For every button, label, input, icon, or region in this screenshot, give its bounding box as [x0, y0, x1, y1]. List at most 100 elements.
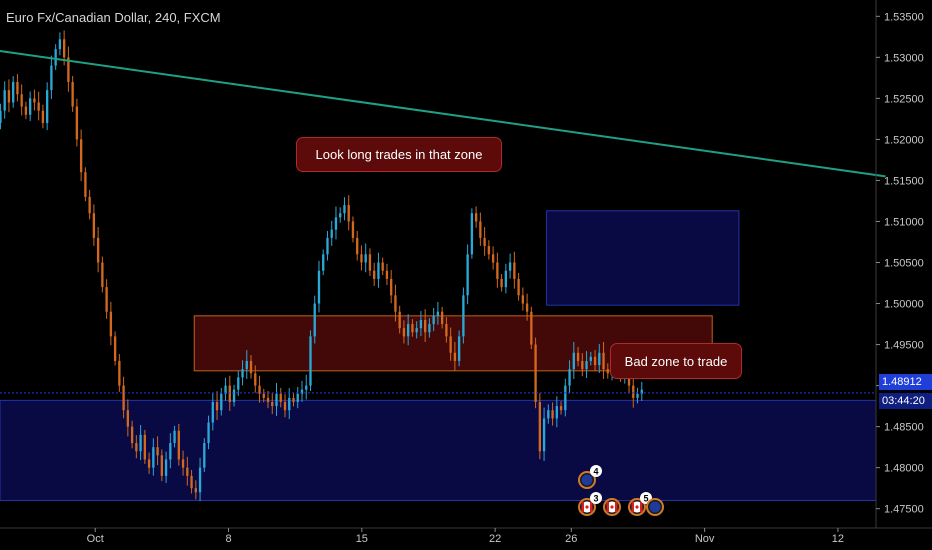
- candle-body: [279, 393, 282, 403]
- lower-zone-rect: [0, 399, 877, 501]
- candle-body: [483, 237, 486, 247]
- candle-body: [58, 39, 62, 50]
- candle-body: [525, 303, 529, 312]
- candle-body: [445, 324, 448, 337]
- candle-body: [71, 81, 74, 107]
- candle-body: [632, 385, 635, 398]
- candle-body: [606, 369, 609, 374]
- candle-body: [41, 110, 45, 123]
- candle-body: [135, 443, 138, 452]
- time-tick-label: 8: [225, 533, 231, 545]
- event-markers: 4 3 5: [578, 465, 664, 516]
- trendline: [0, 49, 886, 178]
- candle-body: [551, 410, 554, 419]
- candle-body: [487, 246, 491, 255]
- candle-body: [245, 360, 248, 370]
- candle-body: [29, 98, 32, 115]
- candle-body: [177, 430, 180, 460]
- time-tick-label: 12: [832, 533, 844, 545]
- candle-body: [585, 360, 588, 370]
- bad-zone-callout-text: Bad zone to trade: [624, 353, 728, 369]
- candle-body: [385, 270, 389, 279]
- candle-body: [470, 213, 474, 255]
- current-price-label: 1.48912: [879, 374, 932, 390]
- ca-flag-leaf: [610, 505, 614, 509]
- candle-body: [296, 393, 299, 403]
- bad-zone-callout[interactable]: Bad zone to trade: [610, 343, 742, 379]
- eu-flag-icon: [646, 498, 664, 516]
- candle-body: [390, 278, 393, 296]
- marker-count-label: 4: [593, 467, 598, 477]
- candle-body: [440, 311, 444, 325]
- time-tick-label: 15: [356, 533, 368, 545]
- candle-body: [266, 397, 270, 403]
- candle-body: [130, 426, 134, 444]
- candle-body: [7, 90, 11, 103]
- candle-body: [109, 311, 113, 337]
- candle-body: [160, 455, 163, 476]
- candle-body: [203, 443, 206, 468]
- candle-body: [198, 467, 202, 493]
- candle-body: [530, 311, 533, 345]
- candle-body: [143, 434, 147, 460]
- lines-layer: [0, 49, 886, 394]
- candle-body: [589, 356, 592, 361]
- candle-body: [288, 397, 291, 411]
- candle-body: [339, 213, 342, 218]
- candle-body: [500, 278, 503, 288]
- candle-body: [309, 336, 312, 386]
- bar-countdown-label: 03:44:20: [879, 393, 932, 409]
- ca-flag-icon: 3: [578, 492, 602, 516]
- price-tick-label: 1.53000: [884, 52, 924, 64]
- candle-body: [364, 254, 367, 263]
- candle-body: [572, 352, 575, 370]
- candle-body: [513, 262, 516, 279]
- price-tick-label: 1.50500: [884, 258, 924, 270]
- time-ticks: Oct 8 15 22 26 Nov 12: [87, 528, 844, 545]
- time-tick-label: 26: [565, 533, 577, 545]
- candle-body: [181, 459, 185, 468]
- candle-body: [534, 344, 537, 403]
- candle-body: [555, 406, 558, 419]
- candle-body: [220, 393, 223, 411]
- candle-body: [190, 475, 193, 489]
- candle-body: [326, 237, 329, 255]
- ca-flag-band: [615, 501, 618, 513]
- candle-body: [491, 254, 495, 263]
- candle-body: [16, 81, 19, 95]
- candle-body: [169, 443, 172, 460]
- candle-body: [118, 360, 121, 386]
- candle-body: [186, 467, 189, 476]
- candle-body: [636, 393, 639, 398]
- candle-body: [423, 319, 427, 333]
- candle-body: [432, 315, 435, 325]
- candle-body: [101, 262, 104, 288]
- candle-body: [453, 352, 457, 361]
- candle-body: [317, 270, 321, 304]
- ca-flag-band: [640, 501, 643, 513]
- candle-body: [411, 324, 414, 333]
- candle-body: [300, 389, 304, 394]
- candle-body: [258, 385, 261, 394]
- candle-body: [54, 49, 57, 66]
- long-zone-callout[interactable]: Look long trades in that zone: [296, 137, 502, 172]
- price-tick-label: 1.50000: [884, 299, 924, 311]
- candle-body: [407, 324, 410, 337]
- candle-body: [20, 94, 23, 107]
- candle-body: [568, 369, 571, 386]
- time-tick-label: Nov: [695, 533, 715, 545]
- candle-body: [381, 262, 384, 271]
- candle-body: [547, 410, 550, 419]
- price-tick-label: 1.48000: [884, 463, 924, 475]
- candle-body: [474, 213, 478, 222]
- candle-body: [75, 106, 79, 140]
- candle-body: [508, 262, 512, 271]
- candle-body: [521, 295, 525, 304]
- candle-body: [368, 254, 372, 271]
- candle-body: [215, 402, 219, 411]
- candle-body: [356, 237, 359, 255]
- candle-body: [3, 90, 6, 111]
- candle-body: [67, 57, 70, 82]
- marker-count-label: 3: [593, 494, 598, 504]
